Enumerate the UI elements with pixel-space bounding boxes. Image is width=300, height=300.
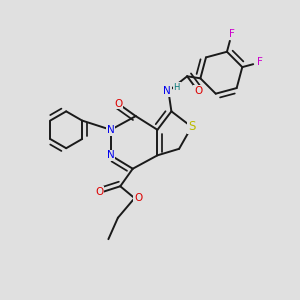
Text: S: S (188, 120, 195, 133)
Text: O: O (95, 187, 104, 197)
Text: N: N (164, 86, 171, 96)
Text: F: F (229, 29, 235, 39)
Text: N: N (107, 125, 115, 135)
Text: O: O (134, 193, 142, 203)
Text: O: O (114, 99, 122, 109)
Text: O: O (194, 86, 202, 96)
Text: H: H (174, 83, 180, 92)
Text: F: F (257, 57, 263, 67)
Text: N: N (107, 150, 115, 160)
